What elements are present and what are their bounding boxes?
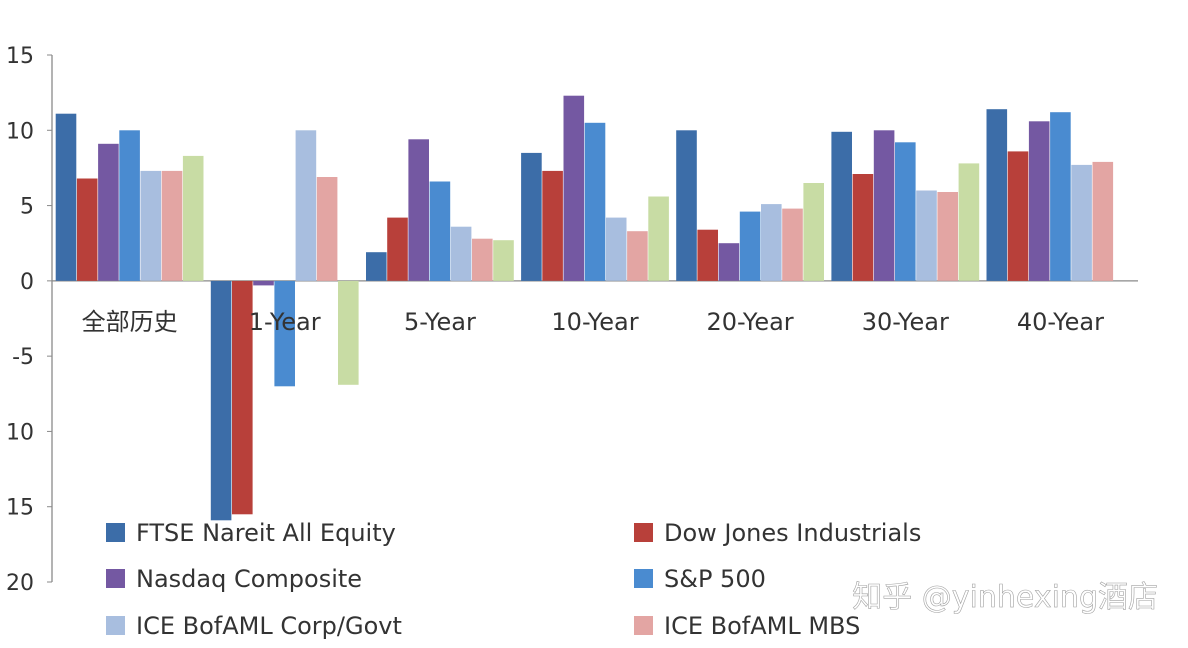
bar [232,280,253,515]
bar [1007,151,1029,281]
bar [627,231,648,281]
bar [1071,164,1092,281]
bar [648,196,669,281]
legend-label: FTSE Nareit All Equity [136,519,396,547]
y-tick-label: 15 [6,496,34,521]
bar [253,280,274,286]
bar [408,139,429,281]
bar [563,95,585,281]
bar [295,130,317,281]
legend-label: S&P 500 [664,565,766,593]
y-tick-label: 20 [6,571,34,596]
category-label: 40-Year [1017,308,1104,336]
bar [605,217,627,281]
legend-label: ICE BofAML Corp/Govt [136,612,402,640]
bar [182,155,204,281]
bar [98,143,119,281]
category-label: 5-Year [404,308,476,336]
bar [140,170,162,281]
legend-swatch [634,569,653,588]
y-tick-label: 10 [6,420,34,445]
legend-label: Nasdaq Composite [136,565,362,593]
legend-item: Nasdaq Composite [106,565,362,593]
bar [316,177,338,281]
category-label: 30-Year [862,308,949,336]
bars [55,95,1114,521]
bar [584,122,606,281]
category-label: 全部历史 [82,308,178,336]
watermark: 知乎 @yinhexing酒店 [852,580,1158,615]
legend-item: ICE BofAML Corp/Govt [106,612,402,640]
bar [76,178,98,281]
y-tick-label: -5 [12,345,34,370]
legend-swatch [106,523,125,542]
legend-swatch [634,616,653,635]
bar [450,226,472,281]
y-tick-label: 15 [6,44,34,69]
legend-swatch [106,569,125,588]
y-tick-label: 5 [20,195,34,220]
legend-item: Dow Jones Industrials [634,519,921,547]
bar [210,280,232,521]
bar [986,109,1008,281]
bar [1050,112,1071,281]
bar [521,152,542,281]
bar [873,130,895,281]
bar [542,170,563,281]
axes: 15 10 5 0 -5 10 15 20 [6,44,1138,596]
bar [761,204,782,281]
legend: FTSE Nareit All Equity Dow Jones Industri… [106,519,921,640]
bar [1092,161,1114,281]
y-tick-label: 10 [6,119,34,144]
category-label: 1-Year [249,308,321,336]
bar [895,142,916,281]
bar [739,211,761,281]
bar [429,181,451,281]
category-label: 10-Year [551,308,638,336]
legend-item: S&P 500 [634,565,766,593]
bar [274,280,295,387]
bar [472,238,493,281]
bar [831,131,852,281]
legend-item: FTSE Nareit All Equity [106,519,396,547]
legend-item: ICE BofAML MBS [634,612,860,640]
bar [697,229,718,281]
bar [676,130,697,281]
legend-label: Dow Jones Industrials [664,519,921,547]
legend-swatch [634,523,653,542]
bar [119,130,140,281]
category-label: 20-Year [707,308,794,336]
bar [718,243,740,281]
bar [852,174,874,281]
category-labels: 全部历史 1-Year 5-Year 10-Year 20-Year 30-Year 40-… [82,308,1105,336]
bar [958,163,980,281]
bar [387,217,408,281]
bar [937,192,958,281]
legend-label: ICE BofAML MBS [664,612,860,640]
bar [55,113,77,281]
legend-swatch [106,616,125,635]
bar [161,170,183,281]
bar [782,208,803,281]
bar [493,240,514,281]
bar [1028,121,1050,281]
bar [916,190,937,281]
bar [803,183,824,281]
bar [338,280,359,385]
y-tick-label: 0 [20,270,34,295]
bar [366,252,387,281]
